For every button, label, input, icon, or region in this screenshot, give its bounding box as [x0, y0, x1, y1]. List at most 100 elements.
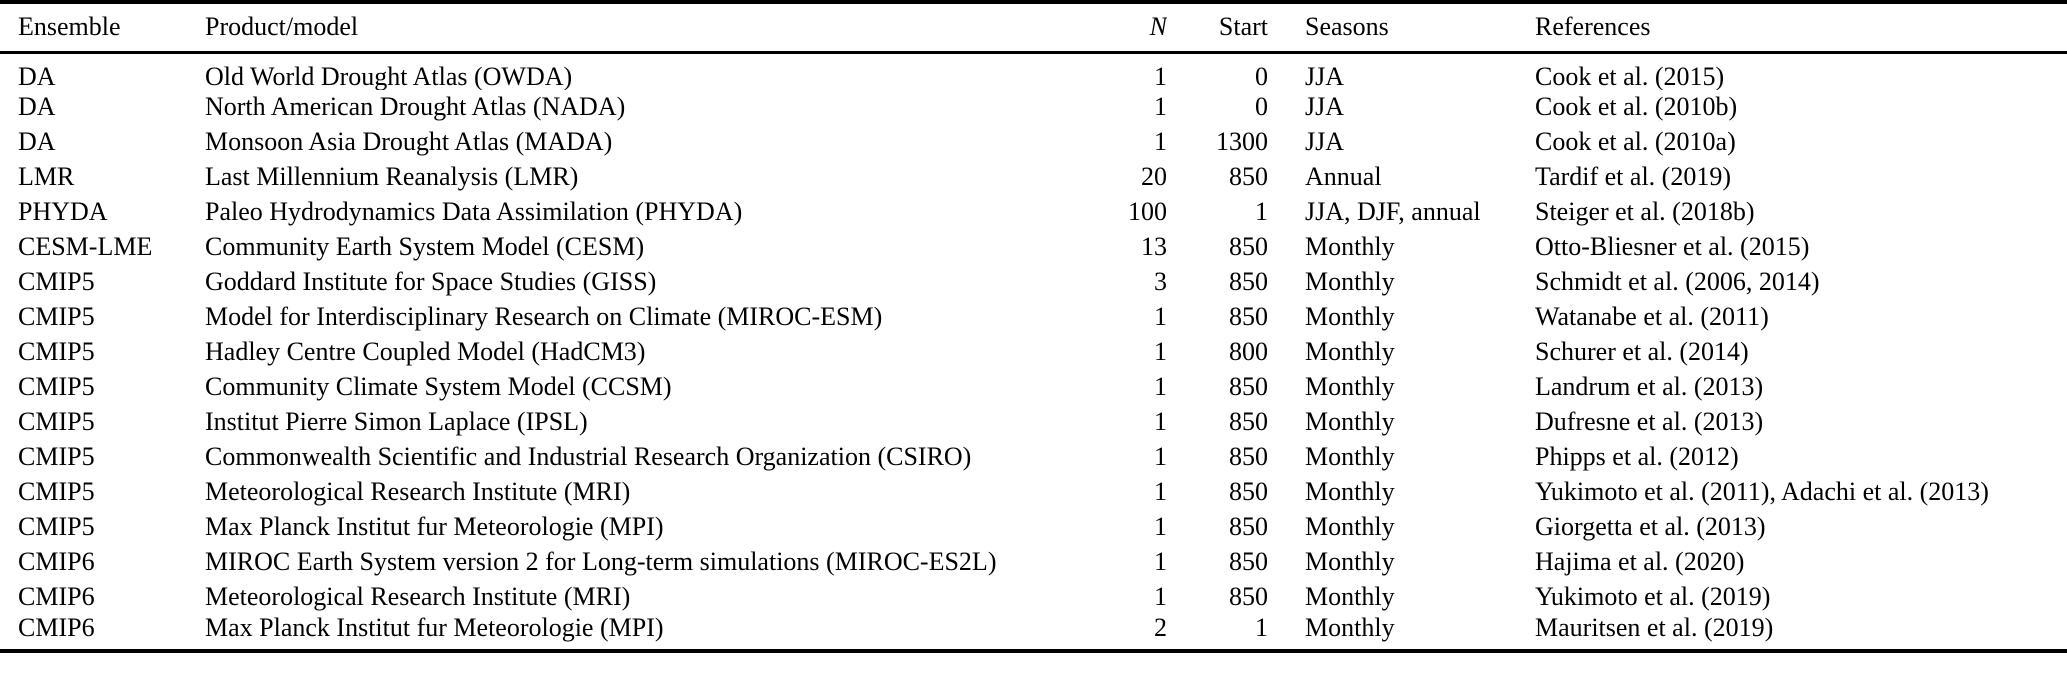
cell-ensemble: CMIP5: [18, 267, 95, 296]
table-row: CMIP6 MIROC Earth System version 2 for L…: [0, 545, 2067, 580]
table-row: CMIP5 Meteorological Research Institute …: [0, 475, 2067, 510]
cell-seasons: Monthly: [1305, 442, 1395, 471]
cell-start: 0: [1255, 61, 1268, 90]
cell-product: Meteorological Research Institute (MRI): [205, 477, 631, 506]
cell-references: Yukimoto et al. (2019): [1535, 582, 1771, 611]
header-n: N: [1149, 12, 1167, 42]
cell-product: Goddard Institute for Space Studies (GIS…: [205, 267, 657, 296]
table-row: LMR Last Millennium Reanalysis (LMR) 20 …: [0, 160, 2067, 195]
cell-product: Max Planck Institut fur Meteorologie (MP…: [205, 512, 664, 541]
cell-n: 1: [1154, 337, 1167, 366]
cell-product: Community Earth System Model (CESM): [205, 232, 645, 261]
cell-product: Old World Drought Atlas (OWDA): [205, 61, 573, 90]
cell-ensemble: LMR: [18, 162, 75, 191]
cell-references: Cook et al. (2010b): [1535, 92, 1738, 121]
cell-start: 1300: [1216, 127, 1268, 156]
cell-start: 850: [1229, 407, 1268, 436]
table-row: CMIP5 Hadley Centre Coupled Model (HadCM…: [0, 335, 2067, 370]
cell-product: MIROC Earth System version 2 for Long-te…: [205, 547, 997, 576]
table-row: DA Monsoon Asia Drought Atlas (MADA) 1 1…: [0, 125, 2067, 160]
cell-product: Meteorological Research Institute (MRI): [205, 582, 631, 611]
cell-start: 0: [1255, 92, 1268, 121]
datasets-table: Ensemble Product/model N Start Seasons R…: [0, 0, 2067, 653]
cell-ensemble: CMIP6: [18, 547, 95, 576]
cell-seasons: JJA: [1305, 61, 1345, 90]
cell-ensemble: CMIP5: [18, 337, 95, 366]
cell-ensemble: CMIP5: [18, 302, 95, 331]
table-row: CMIP5 Commonwealth Scientific and Indust…: [0, 440, 2067, 475]
cell-start: 850: [1229, 547, 1268, 576]
cell-start: 1: [1255, 614, 1268, 642]
cell-n: 1: [1154, 302, 1167, 331]
table-row: PHYDA Paleo Hydrodynamics Data Assimilat…: [0, 195, 2067, 230]
cell-n: 1: [1154, 61, 1167, 90]
cell-n: 2: [1154, 614, 1167, 642]
cell-product: Paleo Hydrodynamics Data Assimilation (P…: [205, 197, 743, 226]
cell-start: 1: [1255, 197, 1268, 226]
cell-references: Mauritsen et al. (2019): [1535, 614, 1774, 642]
cell-seasons: Monthly: [1305, 614, 1395, 642]
cell-start: 850: [1229, 162, 1268, 191]
cell-ensemble: CMIP5: [18, 407, 95, 436]
cell-n: 1: [1154, 127, 1167, 156]
cell-ensemble: DA: [18, 127, 56, 156]
table-row: CMIP5 Community Climate System Model (CC…: [0, 370, 2067, 405]
cell-product: Model for Interdisciplinary Research on …: [205, 302, 883, 331]
cell-start: 850: [1229, 372, 1268, 401]
cell-start: 850: [1229, 582, 1268, 611]
table-header: Ensemble Product/model N Start Seasons R…: [0, 2, 2067, 52]
cell-product: Hadley Centre Coupled Model (HadCM3): [205, 337, 646, 366]
cell-seasons: Monthly: [1305, 267, 1395, 296]
cell-n: 1: [1154, 582, 1167, 611]
cell-product: Last Millennium Reanalysis (LMR): [205, 162, 579, 191]
cell-ensemble: PHYDA: [18, 197, 108, 226]
cell-references: Watanabe et al. (2011): [1535, 302, 1769, 331]
cell-n: 1: [1154, 407, 1167, 436]
cell-seasons: Monthly: [1305, 477, 1395, 506]
cell-n: 1: [1154, 547, 1167, 576]
cell-start: 800: [1229, 337, 1268, 366]
cell-n: 20: [1141, 162, 1167, 191]
table-row: CMIP5 Max Planck Institut fur Meteorolog…: [0, 510, 2067, 545]
cell-n: 1: [1154, 512, 1167, 541]
cell-seasons: Monthly: [1305, 582, 1395, 611]
cell-n: 13: [1141, 232, 1167, 261]
table-row: CMIP5 Model for Interdisciplinary Resear…: [0, 300, 2067, 335]
cell-references: Schurer et al. (2014): [1535, 337, 1749, 366]
table-row: DA Old World Drought Atlas (OWDA) 1 0 JJ…: [0, 52, 2067, 90]
cell-product: Community Climate System Model (CCSM): [205, 372, 672, 401]
header-start: Start: [1218, 12, 1268, 42]
cell-product: Commonwealth Scientific and Industrial R…: [205, 442, 972, 471]
cell-ensemble: CMIP5: [18, 512, 95, 541]
cell-ensemble: DA: [18, 92, 56, 121]
cell-product: Monsoon Asia Drought Atlas (MADA): [205, 127, 613, 156]
cell-references: Phipps et al. (2012): [1535, 442, 1739, 471]
cell-n: 1: [1154, 477, 1167, 506]
cell-n: 1: [1154, 372, 1167, 401]
cell-references: Giorgetta et al. (2013): [1535, 512, 1766, 541]
table-row: DA North American Drought Atlas (NADA) 1…: [0, 90, 2067, 125]
cell-seasons: Monthly: [1305, 302, 1395, 331]
cell-product: Max Planck Institut fur Meteorologie (MP…: [205, 614, 664, 642]
header-product: Product/model: [205, 12, 359, 42]
table-body: DA Old World Drought Atlas (OWDA) 1 0 JJ…: [0, 52, 2067, 651]
cell-seasons: Monthly: [1305, 337, 1395, 366]
cell-references: Cook et al. (2010a): [1535, 127, 1736, 156]
cell-references: Schmidt et al. (2006, 2014): [1535, 267, 1820, 296]
cell-references: Tardif et al. (2019): [1535, 162, 1731, 191]
cell-ensemble: CMIP5: [18, 442, 95, 471]
cell-ensemble: CMIP6: [18, 614, 95, 642]
table-row: CMIP6 Max Planck Institut fur Meteorolog…: [0, 615, 2067, 651]
cell-n: 3: [1154, 267, 1167, 296]
cell-ensemble: CMIP5: [18, 477, 95, 506]
cell-references: Steiger et al. (2018b): [1535, 197, 1755, 226]
cell-ensemble: CESM-LME: [18, 232, 153, 261]
cell-seasons: Monthly: [1305, 372, 1395, 401]
cell-ensemble: DA: [18, 61, 56, 90]
cell-references: Landrum et al. (2013): [1535, 372, 1764, 401]
cell-seasons: Monthly: [1305, 547, 1395, 576]
cell-ensemble: CMIP6: [18, 582, 95, 611]
table-row: CMIP6 Meteorological Research Institute …: [0, 580, 2067, 615]
cell-seasons: JJA: [1305, 92, 1345, 121]
